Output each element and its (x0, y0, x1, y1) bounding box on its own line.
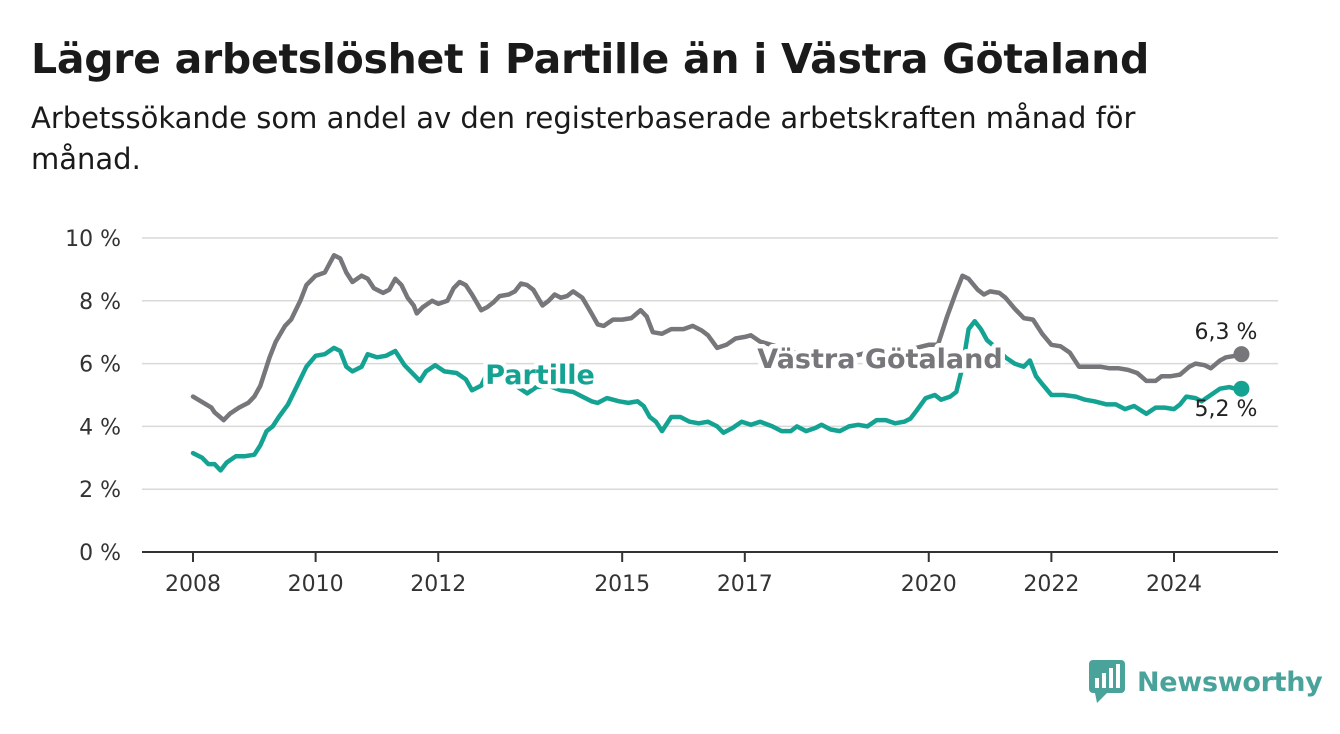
x-tick-label: 2024 (1146, 572, 1202, 597)
series-line-partille (190, 318, 1244, 473)
end-value-label-vastra-gotaland: 6,3 % (1195, 320, 1258, 345)
grid-lines (142, 237, 1278, 490)
y-axis: 0 % 2 % 4 % 6 % 8 % 10 % (65, 227, 121, 566)
end-value-label-partille: 5,2 % (1195, 397, 1258, 422)
x-tick-label: 2015 (594, 572, 650, 597)
y-tick-label: 0 % (79, 541, 121, 566)
chart-title: Lägre arbetslöshet i Partille än i Västr… (31, 35, 1150, 83)
x-tick-label: 2022 (1023, 572, 1079, 597)
series-layer (190, 253, 1250, 473)
x-tick-label: 2008 (165, 572, 221, 597)
y-tick-label: 6 % (79, 353, 121, 378)
newsworthy-logo: Newsworthy (1089, 660, 1323, 704)
x-axis: 2008 2010 2012 2015 2017 2020 2022 2024 (142, 551, 1278, 597)
bar-chart-bubble-icon (1089, 660, 1125, 703)
y-tick-label: 4 % (79, 415, 121, 440)
brand-name: Newsworthy (1137, 666, 1323, 698)
y-tick-label: 2 % (79, 478, 121, 503)
series-label-vastra-gotaland: Västra Götaland (757, 344, 1002, 375)
end-marker-vastra-gotaland (1233, 346, 1250, 363)
end-marker-partille (1233, 380, 1250, 397)
x-tick-label: 2010 (288, 572, 344, 597)
y-tick-label: 10 % (65, 227, 121, 252)
label-layer: 6,3 % 5,2 % Västra Götaland Partille (481, 320, 1258, 422)
x-tick-label: 2020 (901, 572, 957, 597)
chart-subtitle: Arbetssökande som andel av den registerb… (31, 101, 1136, 176)
series-label-partille: Partille (485, 360, 595, 391)
x-tick-label: 2012 (410, 572, 466, 597)
y-tick-label: 8 % (79, 290, 121, 315)
x-tick-label: 2017 (717, 572, 773, 597)
series-line-vastra-gotaland (190, 253, 1244, 423)
